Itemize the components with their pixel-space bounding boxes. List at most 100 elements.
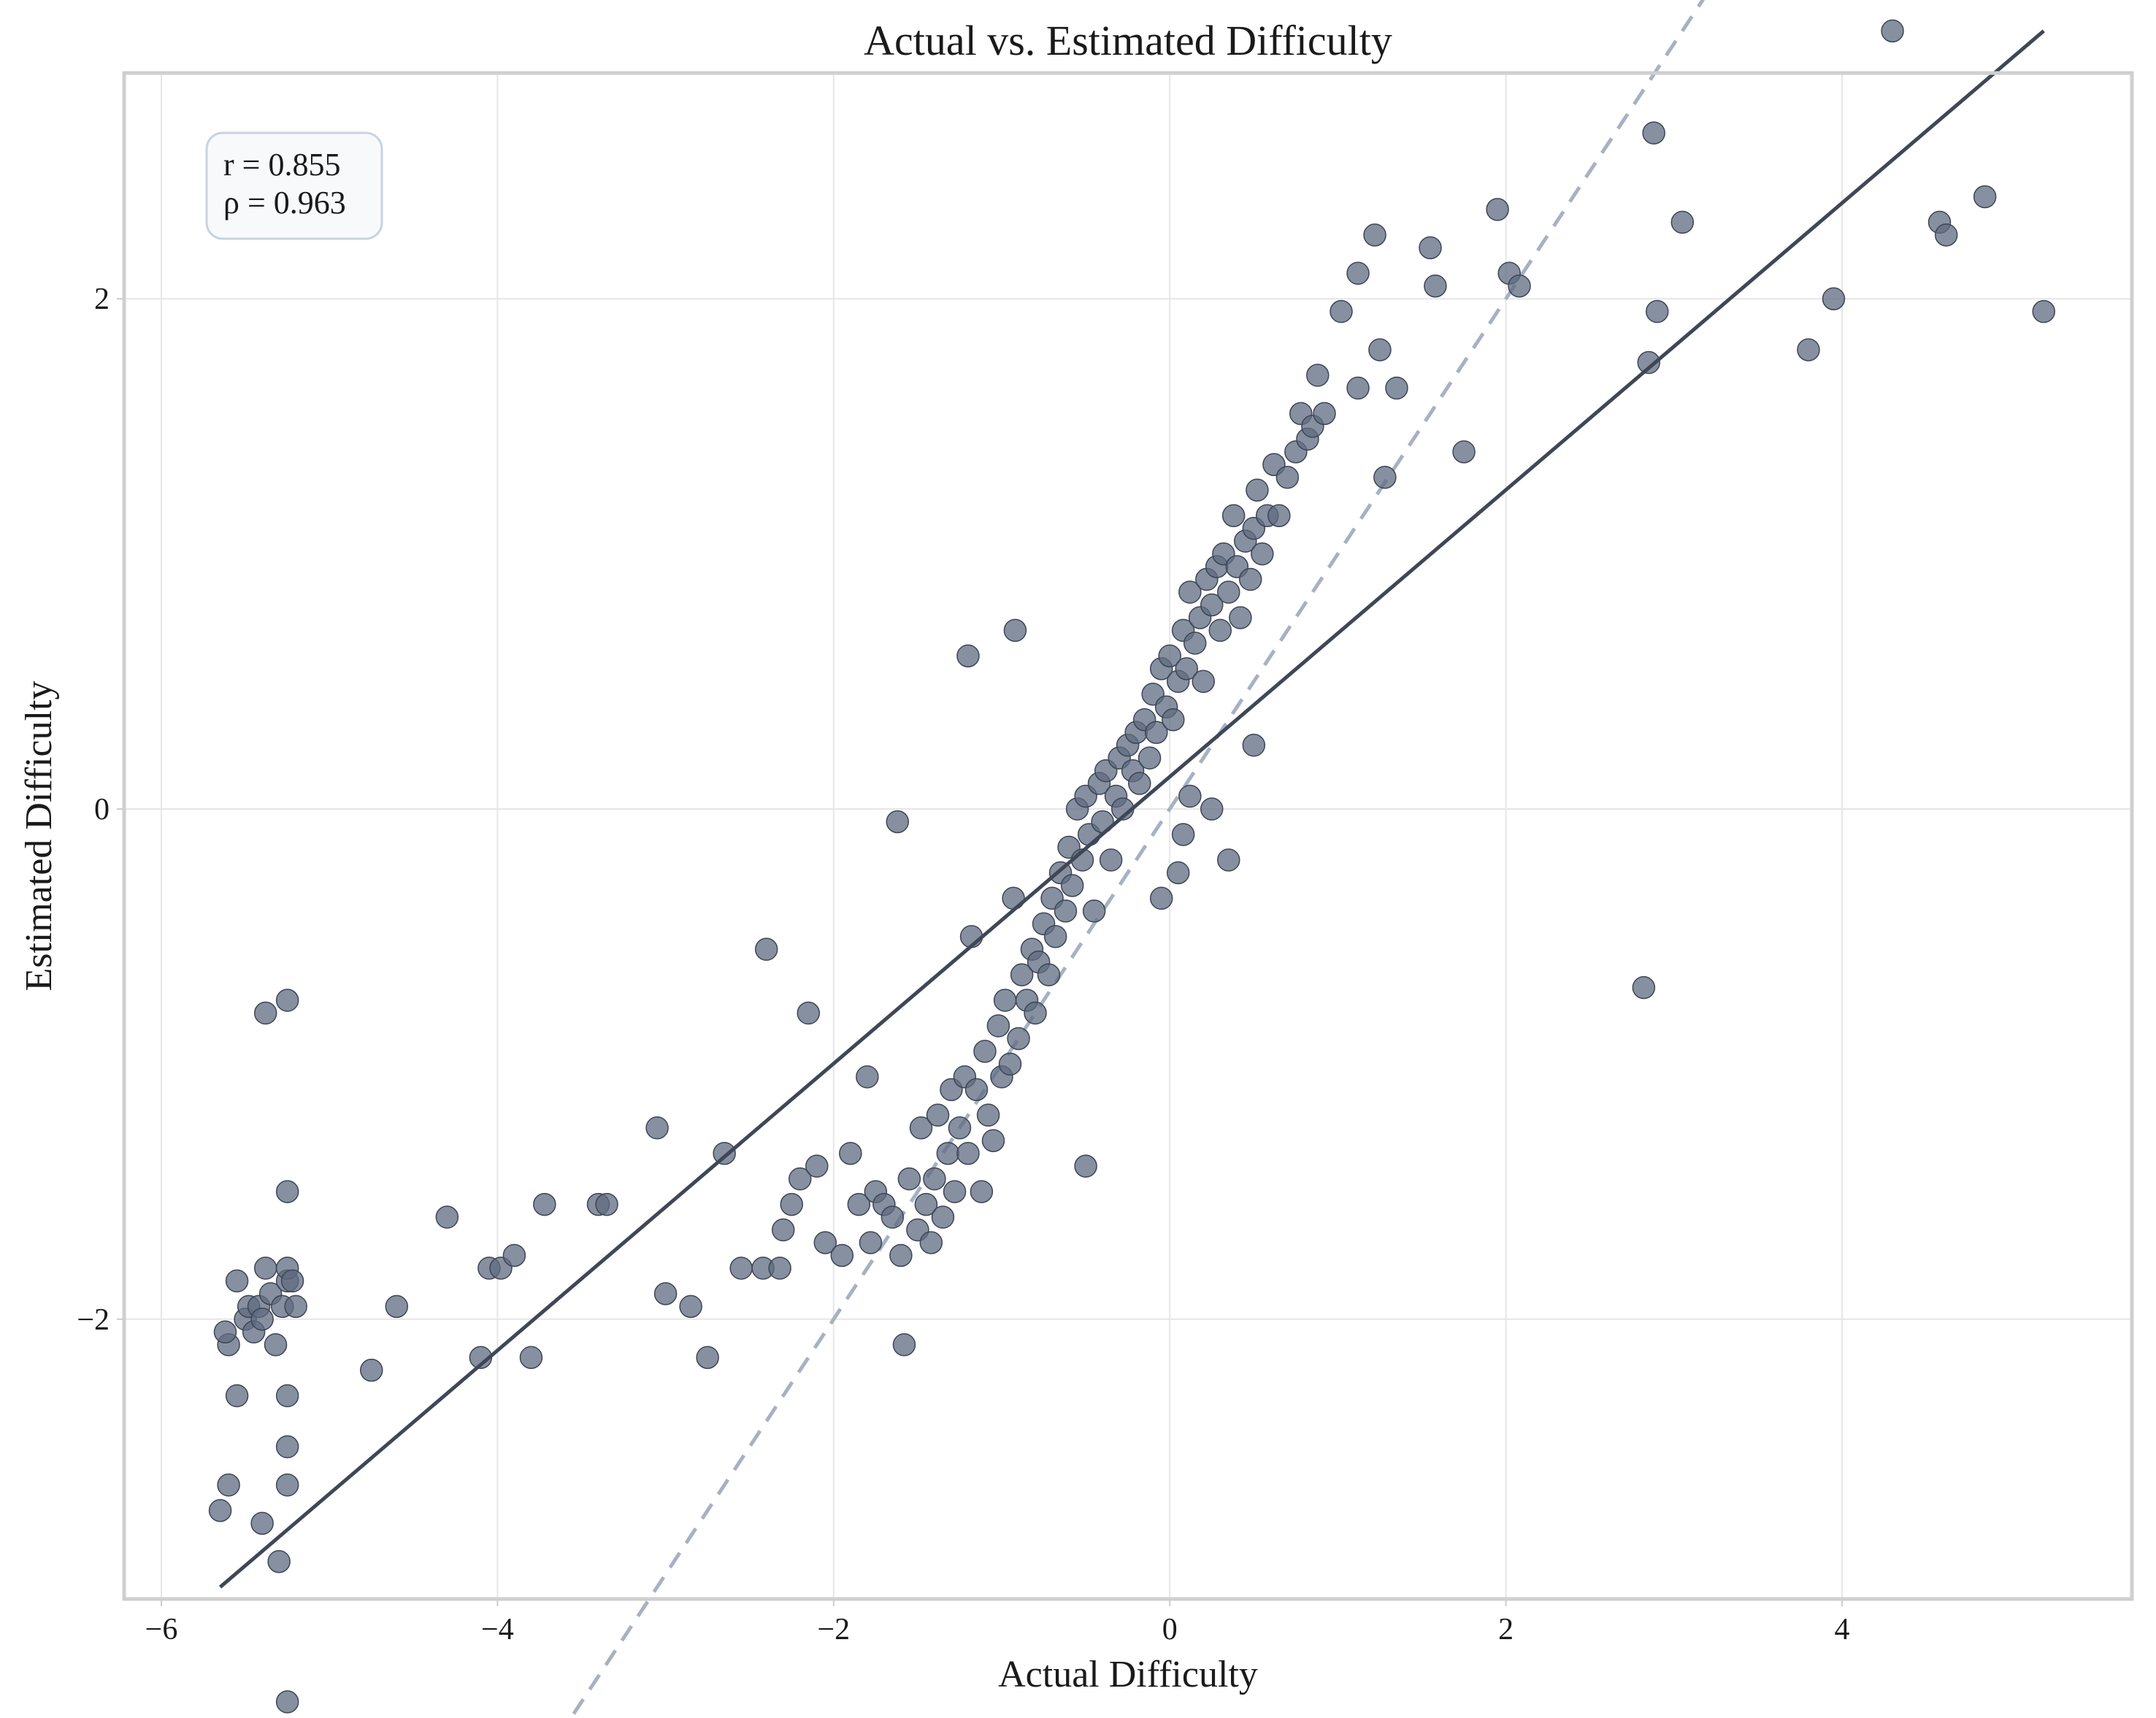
y-tick-label: 0 (94, 793, 110, 827)
data-point (1419, 236, 1442, 260)
data-point (1145, 721, 1168, 744)
data-point (897, 1167, 921, 1191)
data-point (970, 1180, 994, 1203)
data-point (1346, 261, 1370, 285)
x-tick-label: 4 (1835, 1613, 1850, 1646)
data-point (250, 1511, 274, 1535)
data-point (267, 1549, 291, 1573)
data-point (986, 1014, 1010, 1038)
data-point (264, 1332, 288, 1357)
data-point (713, 1141, 736, 1165)
data-point (993, 989, 1017, 1012)
data-point (1200, 593, 1224, 617)
plot-frame (122, 71, 2134, 1601)
data-point (1306, 364, 1330, 387)
data-point (1822, 287, 1846, 310)
data-point (275, 1473, 299, 1497)
data-point (1192, 670, 1215, 694)
data-point (1229, 606, 1252, 629)
data-point (1973, 185, 1997, 209)
spearman-rho-text: ρ = 0.963 (223, 185, 346, 220)
data-point (208, 1499, 232, 1522)
data-point (696, 1346, 719, 1369)
data-point (1178, 580, 1202, 604)
data-point (280, 1269, 304, 1293)
data-point (973, 1040, 997, 1063)
data-point (275, 1384, 299, 1408)
data-point (1646, 299, 1669, 323)
data-point (225, 1269, 249, 1293)
data-point (948, 1116, 972, 1140)
data-point (886, 810, 910, 834)
data-point (1275, 466, 1300, 489)
data-point (1162, 707, 1185, 732)
data-point (931, 1205, 955, 1229)
data-point (1043, 924, 1067, 948)
data-point (881, 1205, 905, 1229)
data-point (1642, 121, 1665, 145)
data-point (956, 1141, 980, 1165)
data-point (943, 1180, 967, 1203)
data-point (1149, 886, 1173, 910)
data-point (1267, 504, 1291, 527)
data-point (889, 1243, 913, 1268)
data-point (275, 1690, 299, 1714)
data-point (1171, 823, 1195, 846)
data-points (208, 19, 2055, 1714)
data-point (1060, 874, 1084, 897)
data-point (813, 1231, 837, 1254)
data-point (275, 1180, 299, 1203)
data-point (1637, 350, 1661, 375)
data-point (1024, 1001, 1047, 1025)
data-point (936, 1141, 960, 1165)
data-point (1632, 975, 1656, 1000)
data-point (923, 1167, 946, 1191)
data-point (213, 1320, 237, 1344)
data-point (909, 1116, 933, 1140)
x-axis-ticks: −6 −4 −2 0 2 4 (145, 1599, 1850, 1646)
data-point (679, 1295, 702, 1319)
data-point (998, 1052, 1022, 1076)
data-point (519, 1346, 543, 1369)
data-point (1208, 618, 1232, 643)
data-point (729, 1257, 753, 1280)
data-point (926, 1103, 950, 1127)
data-point (1373, 466, 1397, 489)
data-point (1200, 797, 1224, 821)
data-point (595, 1192, 618, 1216)
data-point (830, 1243, 854, 1268)
regression-line (218, 29, 2045, 1589)
data-point (1486, 198, 1509, 221)
y-tick-label: 2 (94, 283, 110, 316)
data-point (768, 1257, 791, 1280)
data-point (502, 1243, 526, 1268)
data-point (253, 1257, 277, 1280)
data-point (919, 1231, 943, 1254)
chart-title: Actual vs. Estimated Difficulty (864, 17, 1392, 64)
data-point (1128, 772, 1151, 795)
data-point (1368, 338, 1392, 361)
data-point (956, 644, 980, 668)
data-point (1246, 478, 1269, 502)
data-point (771, 1218, 795, 1242)
data-point (253, 1001, 277, 1025)
data-point (1054, 900, 1078, 923)
data-point (1346, 376, 1370, 400)
data-point (981, 1129, 1005, 1152)
data-point (1238, 567, 1262, 591)
data-point (1099, 848, 1123, 872)
data-point (1670, 210, 1695, 234)
data-point (1166, 861, 1190, 885)
data-point (533, 1192, 556, 1216)
data-point (1010, 963, 1034, 986)
data-point (797, 1001, 821, 1025)
data-point (839, 1141, 862, 1165)
data-point (1508, 274, 1531, 298)
data-point (645, 1116, 669, 1140)
data-point (1178, 784, 1202, 808)
data-point (217, 1473, 240, 1497)
data-point (1797, 338, 1820, 361)
data-point (754, 937, 778, 961)
data-point (964, 1078, 989, 1102)
